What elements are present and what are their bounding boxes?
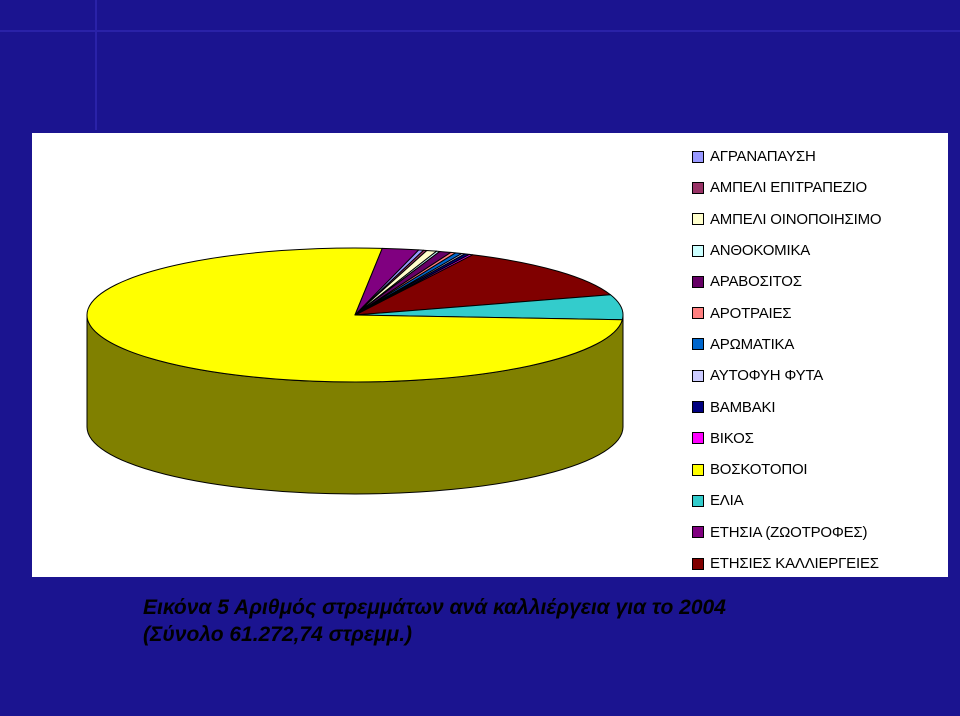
legend-swatch [692, 557, 704, 570]
legend-label: ΕΤΗΣΙΕΣ ΚΑΛΛΙΕΡΓΕΙΕΣ [710, 555, 879, 572]
slide-accent-line-vertical [95, 0, 97, 130]
legend-label: ΑΡΟΤΡΑΙΕΣ [710, 304, 792, 322]
legend: ΑΓΡΑΝΑΠΑΥΣΗ ΑΜΠΕΛΙ ΕΠΙΤΡΑΠΕΖΙΟ ΑΜΠΕΛΙ ΟΙΝΟ… [692, 141, 942, 577]
legend-swatch [692, 432, 704, 445]
legend-item: ΒΑΜΒΑΚΙ [692, 391, 942, 422]
legend-swatch [692, 213, 704, 226]
legend-label: ΕΛΙΑ [710, 492, 744, 510]
legend-label: ΑΡΑΒΟΣΙΤΟΣ [710, 273, 802, 291]
legend-item: ΕΛΙΑ [692, 485, 942, 516]
pie-chart [86, 247, 624, 495]
pie-slice [354, 253, 473, 316]
legend-label: ΒΑΜΒΑΚΙ [710, 398, 776, 416]
legend-label: ΒΙΚΟΣ [710, 429, 754, 447]
legend-swatch [692, 244, 704, 257]
legend-item: ΑΜΠΕΛΙ ΕΠΙΤΡΑΠΕΖΙΟ [692, 172, 942, 203]
legend-label: ΑΥΤΟΦΥΗ ΦΥΤΑ [710, 367, 824, 385]
legend-label: ΑΜΠΕΛΙ ΟΙΝΟΠΟΙΗΣΙΜΟ [710, 210, 882, 228]
figure-caption: Εικόνα 5 Αριθμός στρεμμάτων ανά καλλιέργ… [143, 594, 923, 648]
legend-item: ΑΡΑΒΟΣΙΤΟΣ [692, 266, 942, 297]
legend-item: ΑΥΤΟΦΥΗ ΦΥΤΑ [692, 360, 942, 391]
legend-swatch [692, 275, 704, 288]
legend-swatch [692, 307, 704, 320]
caption-line-2: (Σύνολο 61.272,74 στρεμμ.) [143, 623, 413, 646]
pie-slice [354, 254, 612, 316]
legend-label: ΑΡΩΜΑΤΙΚΑ [710, 335, 795, 353]
slide-accent-line-horizontal [0, 30, 960, 32]
legend-swatch [692, 369, 704, 382]
legend-label: ΑΝΘΟΚΟΜΙΚΑ [710, 242, 811, 260]
legend-item: ΕΤΗΣΙΑ (ΖΩΟΤΡΟΦΕΣ) [692, 517, 942, 548]
legend-swatch [692, 181, 704, 194]
legend-swatch [692, 463, 704, 476]
legend-item: ΑΡΟΤΡΑΙΕΣ [692, 297, 942, 328]
legend-label: ΒΟΣΚΟΤΟΠΟΙ [710, 461, 808, 479]
legend-swatch [692, 526, 704, 539]
legend-swatch [692, 401, 704, 414]
legend-item: ΑΝΘΟΚΟΜΙΚΑ [692, 235, 942, 266]
legend-swatch [692, 150, 704, 163]
legend-item: ΒΙΚΟΣ [692, 423, 942, 454]
legend-label: ΑΜΠΕΛΙ ΕΠΙΤΡΑΠΕΖΙΟ [710, 179, 867, 197]
legend-swatch [692, 338, 704, 351]
caption-line-1: Εικόνα 5 Αριθμός στρεμμάτων ανά καλλιέργ… [143, 596, 726, 619]
legend-item: ΑΜΠΕΛΙ ΟΙΝΟΠΟΙΗΣΙΜΟ [692, 204, 942, 235]
legend-swatch [692, 494, 704, 507]
legend-label: ΑΓΡΑΝΑΠΑΥΣΗ [710, 148, 816, 166]
legend-item: ΑΡΩΜΑΤΙΚΑ [692, 329, 942, 360]
legend-item: ΑΓΡΑΝΑΠΑΥΣΗ [692, 141, 942, 172]
legend-item: ΒΟΣΚΟΤΟΠΟΙ [692, 454, 942, 485]
chart-panel: ΑΓΡΑΝΑΠΑΥΣΗ ΑΜΠΕΛΙ ΕΠΙΤΡΑΠΕΖΙΟ ΑΜΠΕΛΙ ΟΙΝΟ… [32, 133, 948, 577]
legend-item: ΕΤΗΣΙΕΣ ΚΑΛΛΙΕΡΓΕΙΕΣ [692, 548, 942, 577]
legend-label: ΕΤΗΣΙΑ (ΖΩΟΤΡΟΦΕΣ) [710, 523, 868, 541]
